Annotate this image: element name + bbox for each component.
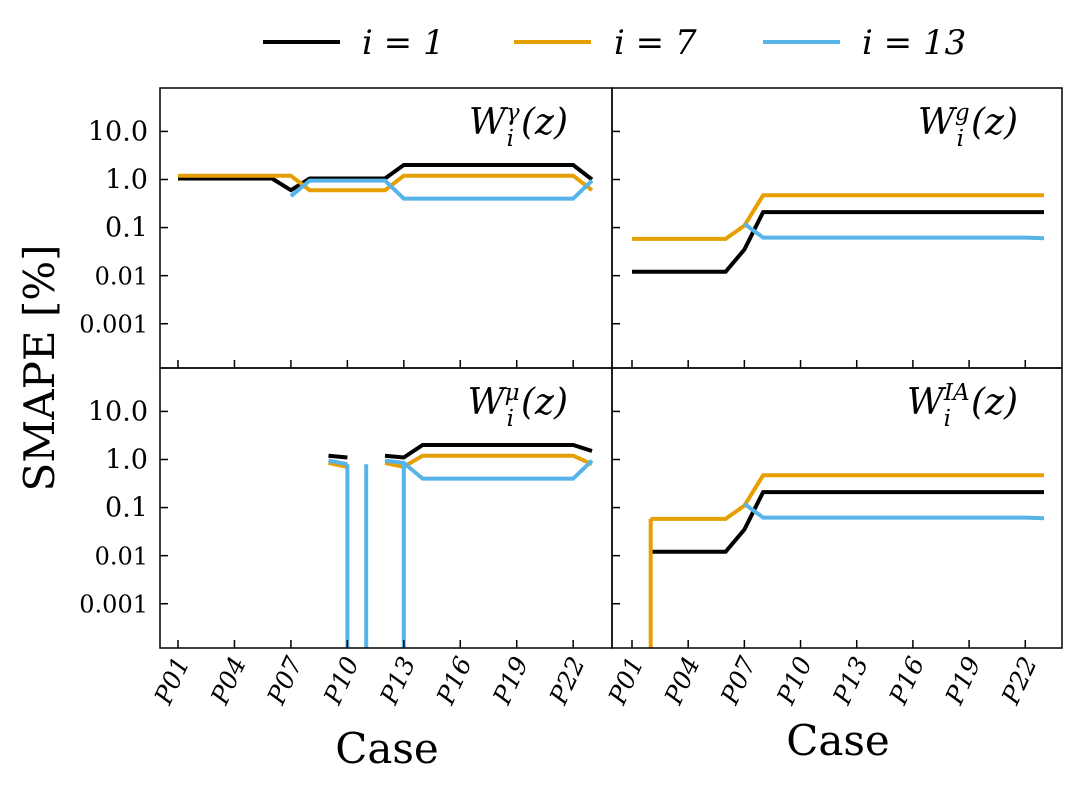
series-line-gamma-i7-0: [178, 173, 594, 193]
x-tick-label-mu-3: P10: [318, 652, 365, 709]
y-tick-label-mu-0: 10.0: [88, 396, 148, 427]
y-tick-label-gamma-2: 0.1: [105, 213, 148, 244]
x-tick-label-ia-1: P04: [658, 652, 705, 709]
panel-title-sup-mu: μ: [505, 380, 520, 406]
panel-title-tail-mu: (z): [521, 382, 568, 423]
x-axis-title-left: Case: [335, 724, 439, 773]
panel-title-sup-gamma: γ: [506, 100, 520, 126]
y-tick-label-gamma-4: 0.001: [79, 311, 148, 339]
x-tick-label-mu-2: P07: [261, 652, 308, 709]
panel-title-tail-g: (z): [971, 102, 1018, 143]
panel-title-tail-gamma: (z): [521, 102, 568, 143]
panel-gamma: 10.0 1.0 0.1 0.01 0.001 Wγ i (z): [79, 87, 613, 369]
panel-title-gamma: Wγ i (z): [469, 100, 568, 152]
series-line-ia-i13-0: [743, 502, 1045, 521]
series-line-ia-i7-0: [650, 473, 1044, 521]
x-tick-label-mu-4: P13: [374, 652, 421, 709]
legend-label-i7: i = 7: [614, 23, 697, 63]
legend: i = 1 i = 7 i = 13: [263, 23, 966, 63]
panel-title-sub-ia: i: [944, 406, 951, 432]
x-axis-title-right: Case: [786, 716, 890, 765]
legend-label-i1: i = 1: [362, 23, 445, 63]
panel-title-sub-mu: i: [507, 406, 514, 432]
y-tick-label-mu-2: 0.1: [105, 493, 148, 524]
y-tick-label-mu-4: 0.001: [79, 591, 148, 619]
panel-title-base-ia: W: [907, 382, 947, 423]
series-line-mu-i13-0: [328, 458, 348, 467]
x-tick-label-ia-2: P07: [715, 652, 762, 709]
x-tick-label-ia-5: P16: [883, 652, 930, 709]
x-tick-label-ia-0: P01: [602, 652, 649, 709]
y-tick-label-gamma-3: 0.01: [95, 263, 148, 291]
x-tick-label-mu-5: P16: [430, 652, 477, 709]
x-tick-label-mu-1: P04: [205, 652, 252, 709]
panel-title-mu: Wμ i (z): [468, 380, 568, 432]
series-line-mu-i13-1: [384, 458, 594, 481]
panel-title-base-gamma: W: [469, 102, 509, 143]
y-tick-label-gamma-1: 1.0: [105, 164, 148, 195]
panel-g: Wg i (z): [611, 87, 1063, 369]
series-line-mu-i1-1: [384, 443, 593, 460]
y-tick-label-mu-3: 0.01: [95, 543, 148, 571]
panel-title-base-mu: W: [468, 382, 508, 423]
x-tick-label-mu-7: P22: [543, 652, 590, 709]
series-line-ia-i1-0: [650, 490, 1044, 554]
panel-mu: 10.0 1.0 0.1 0.01 0.001 P01 P04 P07 P10 P13 P16 P19…: [79, 367, 613, 710]
series-line-mu-i7-0: [328, 460, 348, 469]
panel-title-sup-ia: IA: [943, 380, 970, 406]
x-tick-label-mu-0: P01: [148, 652, 195, 709]
y-tick-label-mu-1: 1.0: [105, 444, 148, 475]
panel-title-tail-ia: (z): [971, 382, 1018, 423]
legend-label-i13: i = 13: [862, 23, 966, 63]
series-line-g-i13-0: [743, 222, 1045, 241]
series-line-g-i1-0: [632, 210, 1044, 274]
panel-title-ia: WIA i (z): [907, 380, 1018, 432]
x-tick-label-mu-6: P19: [487, 652, 534, 709]
x-tick-label-ia-7: P22: [995, 652, 1042, 709]
y-axis-title: SMAPE [%]: [15, 244, 64, 491]
series-line-gamma-i1-0: [178, 163, 594, 193]
panel-title-sub-gamma: i: [507, 126, 514, 152]
series-line-mu-i7-1: [384, 453, 593, 470]
series-line-gamma-i13-0: [289, 178, 594, 201]
x-tick-label-ia-6: P19: [939, 652, 986, 709]
panel-title-sup-g: g: [955, 100, 970, 126]
series-line-g-i7-0: [632, 193, 1044, 241]
panel-title-g: Wg i (z): [918, 100, 1018, 152]
panel-ia: P01 P04 P07 P10 P13 P16 P19 P22 WIA i (z): [602, 367, 1063, 710]
panel-title-sub-g: i: [957, 126, 964, 152]
y-tick-label-gamma-0: 10.0: [88, 116, 148, 147]
panel-title-base-g: W: [918, 102, 958, 143]
series-line-mu-i1-0: [328, 453, 348, 460]
x-tick-label-ia-4: P13: [827, 652, 874, 709]
x-tick-label-ia-3: P10: [771, 652, 818, 709]
